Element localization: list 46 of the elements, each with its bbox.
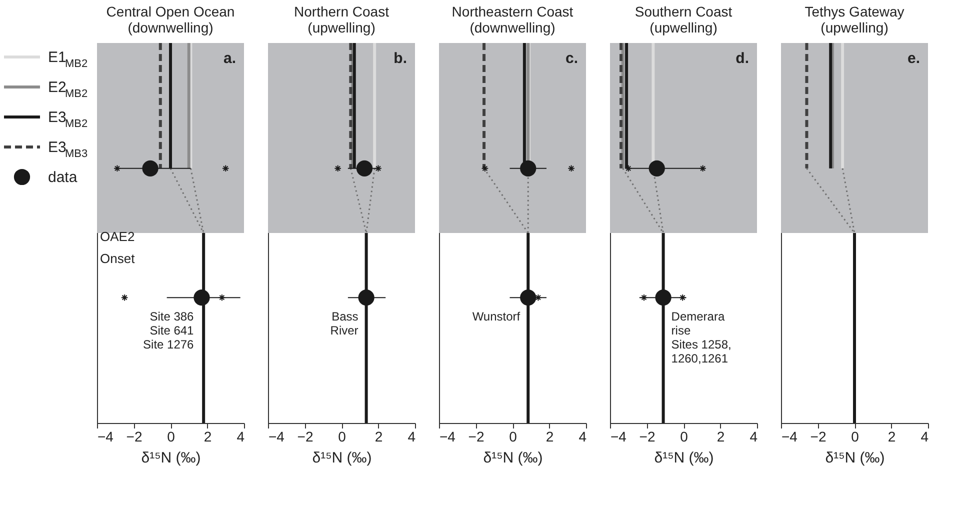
x-tick-label: −4 [440, 428, 456, 444]
x-tick-label: 2 [374, 428, 383, 444]
x-tick-label: 0 [680, 428, 688, 444]
chart-title: Central Open Ocean (downwelling) [106, 4, 235, 36]
x-tick-label: −2 [468, 428, 484, 444]
x-tick-label: −2 [126, 428, 142, 444]
annotation: d. [736, 50, 749, 67]
x-tick-label: 2 [204, 428, 212, 444]
x-tick-label: 4 [578, 428, 587, 444]
x-axis-title: δ¹⁵N (‰) [654, 450, 714, 466]
x-tick-label: 4 [408, 428, 416, 444]
annotation: Wunstorf [472, 310, 521, 324]
x-tick-label: 0 [338, 428, 346, 444]
x-axis-title: δ¹⁵N (‰) [483, 450, 543, 466]
x-tick-label: −2 [639, 428, 656, 444]
x-tick-label: 0 [851, 428, 860, 444]
x-tick-label: 4 [750, 428, 758, 444]
annotation: Bass River [330, 310, 358, 338]
chart-title: Southern Coast (upwelling) [634, 4, 732, 36]
annotation: e. [907, 50, 920, 67]
legend-label: data [48, 169, 78, 186]
x-tick-label: 0 [509, 428, 518, 444]
annotation: OAE2 Onset [100, 229, 136, 266]
x-tick-label: 2 [546, 428, 554, 444]
chart-title: Tethys Gateway (upwelling) [804, 4, 904, 36]
chart-title: Northeastern Coast (downwelling) [452, 4, 574, 36]
x-tick-label: 0 [167, 428, 176, 444]
x-tick-label: 4 [236, 428, 245, 444]
x-axis-title: δ¹⁵N (‰) [312, 450, 372, 466]
x-tick-label: −2 [297, 428, 314, 444]
x-tick-label: −4 [782, 428, 798, 444]
x-tick-label: −4 [98, 428, 114, 444]
x-tick-label: −4 [268, 428, 285, 444]
x-tick-label: 4 [920, 428, 929, 444]
x-tick-label: −4 [610, 428, 627, 444]
x-axis-title: δ¹⁵N (‰) [141, 450, 201, 466]
annotation: Site 386 Site 641 Site 1276 [143, 310, 194, 352]
annotation: c. [565, 50, 578, 67]
chart-title: Northern Coast (upwelling) [294, 4, 390, 36]
x-axis-title: δ¹⁵N (‰) [825, 450, 885, 466]
annotation: b. [394, 50, 407, 67]
x-tick-label: 2 [716, 428, 725, 444]
annotation: a. [223, 50, 236, 67]
annotation: Demerara rise Sites 1258, 1260,1261 [671, 310, 732, 366]
x-tick-label: 2 [888, 428, 896, 444]
x-tick-label: −2 [810, 428, 826, 444]
